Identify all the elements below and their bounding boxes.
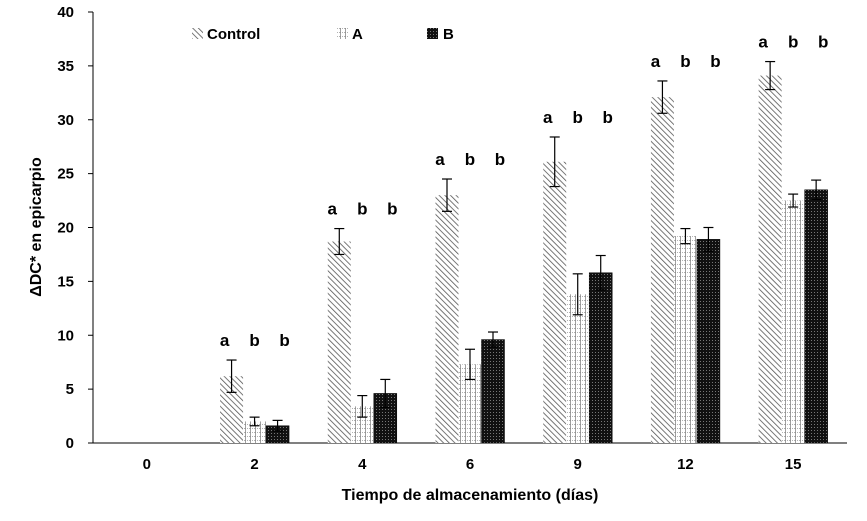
significance-letter: a <box>435 150 445 169</box>
significance-letter: b <box>818 33 828 52</box>
y-tick-label: 25 <box>57 166 74 183</box>
significance-letter: b <box>387 200 397 219</box>
x-tick-label: 9 <box>574 456 582 473</box>
significance-letter: b <box>573 108 583 127</box>
bar-a-12 <box>673 236 697 443</box>
x-tick-label: 4 <box>358 456 367 473</box>
bar-control-9 <box>543 161 567 443</box>
y-tick-label: 10 <box>57 327 74 344</box>
bar-control-6 <box>435 195 459 443</box>
x-tick-label: 15 <box>785 456 802 473</box>
significance-letter: a <box>543 108 553 127</box>
bar-control-4 <box>327 241 351 443</box>
y-tick-label: 40 <box>57 4 74 21</box>
y-tick-label: 15 <box>57 273 74 290</box>
x-tick-label: 2 <box>250 456 258 473</box>
error-bars <box>226 60 822 432</box>
x-tick-label: 6 <box>466 456 474 473</box>
bar-a-6 <box>458 364 482 443</box>
legend-swatch-a <box>337 28 348 39</box>
x-axis-ticks: 0 2 4 6 9 12 15 <box>143 456 802 473</box>
y-tick-label: 35 <box>57 58 74 75</box>
significance-letters: a b ba b ba b ba b ba b ba b b <box>220 33 829 350</box>
y-axis-ticks: 0 5 10 15 20 25 30 35 40 <box>57 4 93 452</box>
bar-a-15 <box>781 200 805 443</box>
x-axis-title: Tiempo de almacenamiento (días) <box>342 487 599 504</box>
significance-letter: a <box>651 52 661 71</box>
significance-letter: b <box>357 200 367 219</box>
bar-control-2 <box>220 376 244 443</box>
bar-b-15 <box>804 189 828 444</box>
bar-a-9 <box>566 294 590 443</box>
x-tick-label: 0 <box>143 456 151 473</box>
bar-a-2 <box>243 421 267 443</box>
y-tick-label: 20 <box>57 220 74 237</box>
bar-b-12 <box>696 239 721 444</box>
y-axis-title: ΔDC* en epicarpio <box>28 157 45 297</box>
significance-letter: b <box>495 150 505 169</box>
legend-swatch-control <box>192 28 203 39</box>
significance-letter: b <box>249 331 259 350</box>
significance-letter: a <box>758 33 768 52</box>
bar-control-15 <box>758 75 782 443</box>
legend-swatch-b <box>427 28 438 39</box>
significance-letter: a <box>220 331 230 350</box>
significance-letter: b <box>710 52 720 71</box>
significance-letter: b <box>603 108 613 127</box>
significance-letter: b <box>788 33 798 52</box>
y-tick-label: 30 <box>57 112 74 129</box>
bar-series <box>220 75 828 444</box>
significance-letter: a <box>328 200 338 219</box>
legend-label-a: A <box>352 26 363 43</box>
y-tick-label: 5 <box>66 381 74 398</box>
y-tick-label: 0 <box>66 435 74 452</box>
bar-b-6 <box>481 339 505 444</box>
significance-letter: b <box>465 150 475 169</box>
significance-letter: b <box>279 331 289 350</box>
significance-letter: b <box>680 52 690 71</box>
x-tick-label: 12 <box>677 456 694 473</box>
bar-a-4 <box>350 406 374 443</box>
legend-label-control: Control <box>207 26 260 43</box>
legend-label-b: B <box>443 26 454 43</box>
bar-control-12 <box>650 97 674 443</box>
legend: Control A B <box>192 26 454 43</box>
bar-b-9 <box>588 272 613 444</box>
